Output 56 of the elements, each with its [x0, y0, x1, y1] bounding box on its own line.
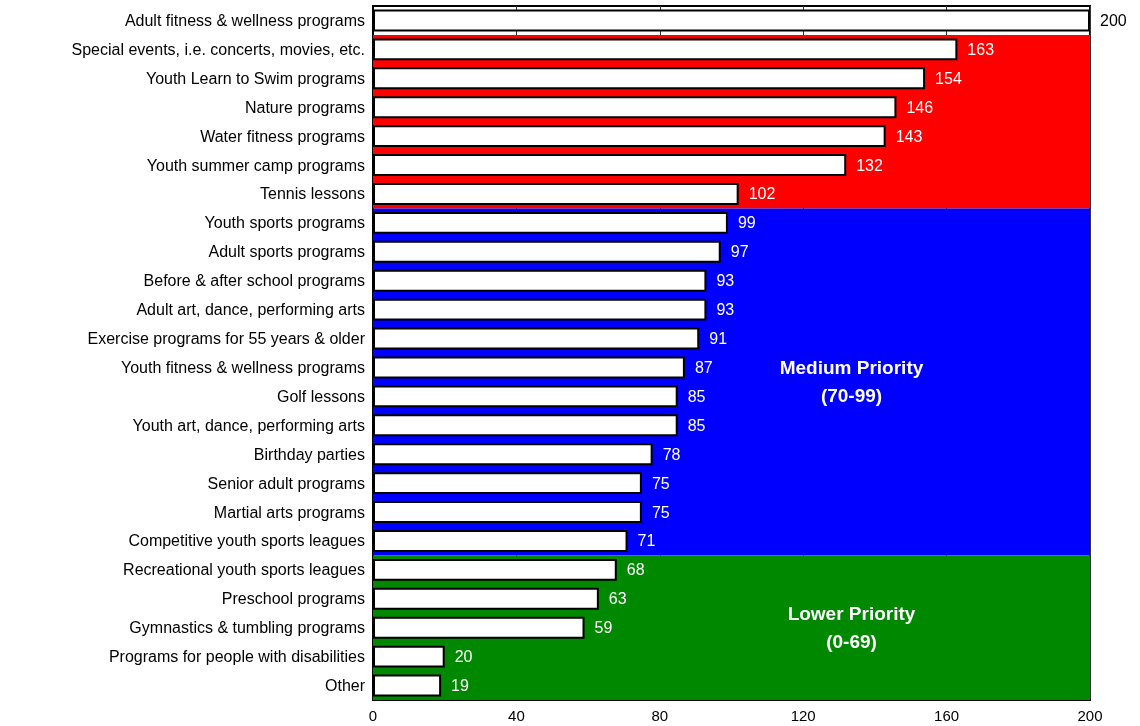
- y-tick-label: Programs for people with disabilities: [108, 648, 365, 666]
- data-label: 85: [687, 416, 706, 434]
- data-label: 75: [651, 503, 670, 521]
- y-tick-label: Adult art, dance, performing arts: [136, 301, 365, 319]
- data-label: 132: [856, 156, 884, 174]
- y-tick-label: Adult sports programs: [208, 243, 365, 261]
- y-tick-label: Water fitness programs: [200, 127, 365, 145]
- data-label: 63: [608, 590, 627, 608]
- data-label: 19: [451, 677, 470, 695]
- data-label: 91: [709, 330, 728, 348]
- y-tick-label: Golf lessons: [276, 387, 365, 405]
- data-label: 93: [716, 272, 735, 290]
- y-tick-label: Adult fitness & wellness programs: [124, 11, 365, 29]
- data-label: 59: [594, 619, 613, 637]
- y-tick-label: Recreational youth sports leagues: [123, 561, 365, 579]
- band-label: Medium Priority (70-99): [779, 357, 924, 407]
- data-label: 146: [906, 98, 934, 116]
- y-tick-label: Birthday parties: [253, 445, 365, 463]
- x-tick-label: 120: [790, 707, 816, 724]
- data-label: 97: [730, 243, 749, 261]
- x-tick-label: 80: [651, 707, 669, 724]
- data-label: 20: [454, 648, 473, 666]
- data-label: 93: [716, 301, 735, 319]
- y-tick-label: Other: [324, 677, 366, 695]
- y-tick-label: Competitive youth sports leagues: [128, 532, 365, 550]
- data-label: 143: [895, 127, 923, 145]
- data-label: 163: [967, 40, 995, 58]
- x-tick-label: 200: [1077, 707, 1103, 724]
- y-tick-label: Exercise programs for 55 years & older: [87, 330, 366, 348]
- y-tick-label: Gymnastics & tumbling programs: [129, 619, 365, 637]
- y-tick-label: Youth art, dance, performing arts: [132, 416, 365, 434]
- data-label: 87: [694, 358, 713, 376]
- data-label: 85: [687, 387, 706, 405]
- y-tick-label: Martial arts programs: [213, 503, 365, 521]
- data-label: 78: [662, 445, 681, 463]
- y-tick-label: Youth Learn to Swim programs: [145, 69, 365, 87]
- x-tick-label: 40: [508, 707, 525, 724]
- data-label: 102: [748, 185, 776, 203]
- data-label: 68: [626, 561, 645, 579]
- y-tick-label: Senior adult programs: [207, 474, 365, 492]
- x-tick-label: 0: [368, 707, 378, 724]
- y-tick-label: Youth sports programs: [204, 214, 365, 232]
- data-label: 99: [737, 214, 756, 232]
- y-tick-label: Tennis lessons: [260, 185, 365, 203]
- y-tick-label: Before & after school programs: [143, 272, 365, 290]
- y-tick-label: Special events, i.e. concerts, movies, etc.: [71, 40, 365, 58]
- y-tick-label: Preschool programs: [221, 590, 365, 608]
- x-tick-label: 160: [934, 707, 960, 724]
- band-label: Lower Priority (0-69): [787, 603, 916, 653]
- data-label: 75: [651, 474, 670, 492]
- y-tick-label: Nature programs: [244, 98, 365, 116]
- data-label: 154: [935, 69, 962, 87]
- y-tick-label: Youth summer camp programs: [146, 156, 365, 174]
- data-label: 71: [637, 532, 656, 550]
- data-label: 200: [1100, 11, 1127, 29]
- y-tick-label: Youth fitness & wellness programs: [121, 358, 365, 376]
